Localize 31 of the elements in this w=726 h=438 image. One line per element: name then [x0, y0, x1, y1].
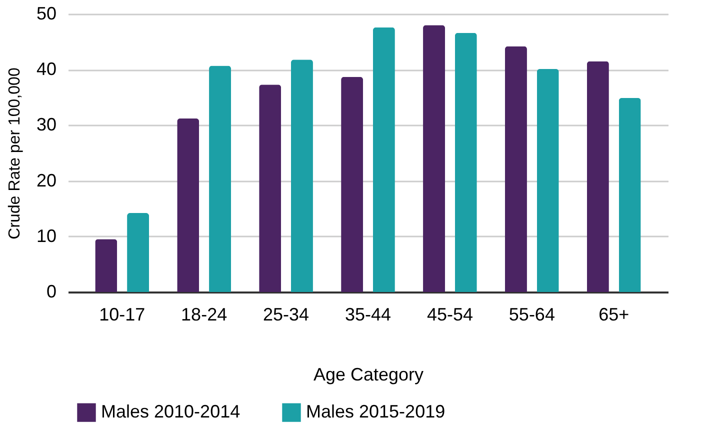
- x-tick-label: 25-34: [263, 304, 310, 324]
- x-axis-title: Age Category: [313, 364, 424, 384]
- bar: [504, 46, 527, 292]
- bar: [341, 76, 364, 292]
- y-tick-label: 0: [46, 282, 56, 302]
- y-tick-label: 40: [36, 59, 56, 80]
- bar: [209, 66, 232, 292]
- bar: [618, 98, 641, 292]
- legend-label: Males 2015-2019: [306, 402, 446, 422]
- y-axis-title: Crude Rate per 100,000: [6, 68, 24, 240]
- y-tick-label: 50: [36, 4, 56, 24]
- bar: [95, 239, 118, 292]
- bar: [290, 60, 313, 292]
- legend-label: Males 2010-2014: [101, 402, 240, 422]
- y-tick-label: 30: [36, 114, 56, 135]
- x-tick-label: 45-54: [426, 304, 473, 324]
- bar: [536, 69, 559, 292]
- x-tick-label: 35-44: [344, 304, 392, 324]
- bar: [259, 84, 282, 292]
- y-tick-label: 10: [36, 226, 56, 246]
- x-tick-label: 55-64: [508, 304, 555, 324]
- bar: [372, 27, 395, 292]
- bar: [586, 61, 609, 292]
- bar: [177, 118, 200, 292]
- x-tick-label: 10-17: [99, 304, 146, 324]
- y-tick-label: 20: [36, 170, 56, 190]
- bar: [423, 25, 446, 292]
- bar: [127, 213, 150, 292]
- bar: [454, 32, 477, 292]
- x-tick-label: 65+: [598, 304, 630, 324]
- x-tick-label: 18-24: [181, 304, 228, 324]
